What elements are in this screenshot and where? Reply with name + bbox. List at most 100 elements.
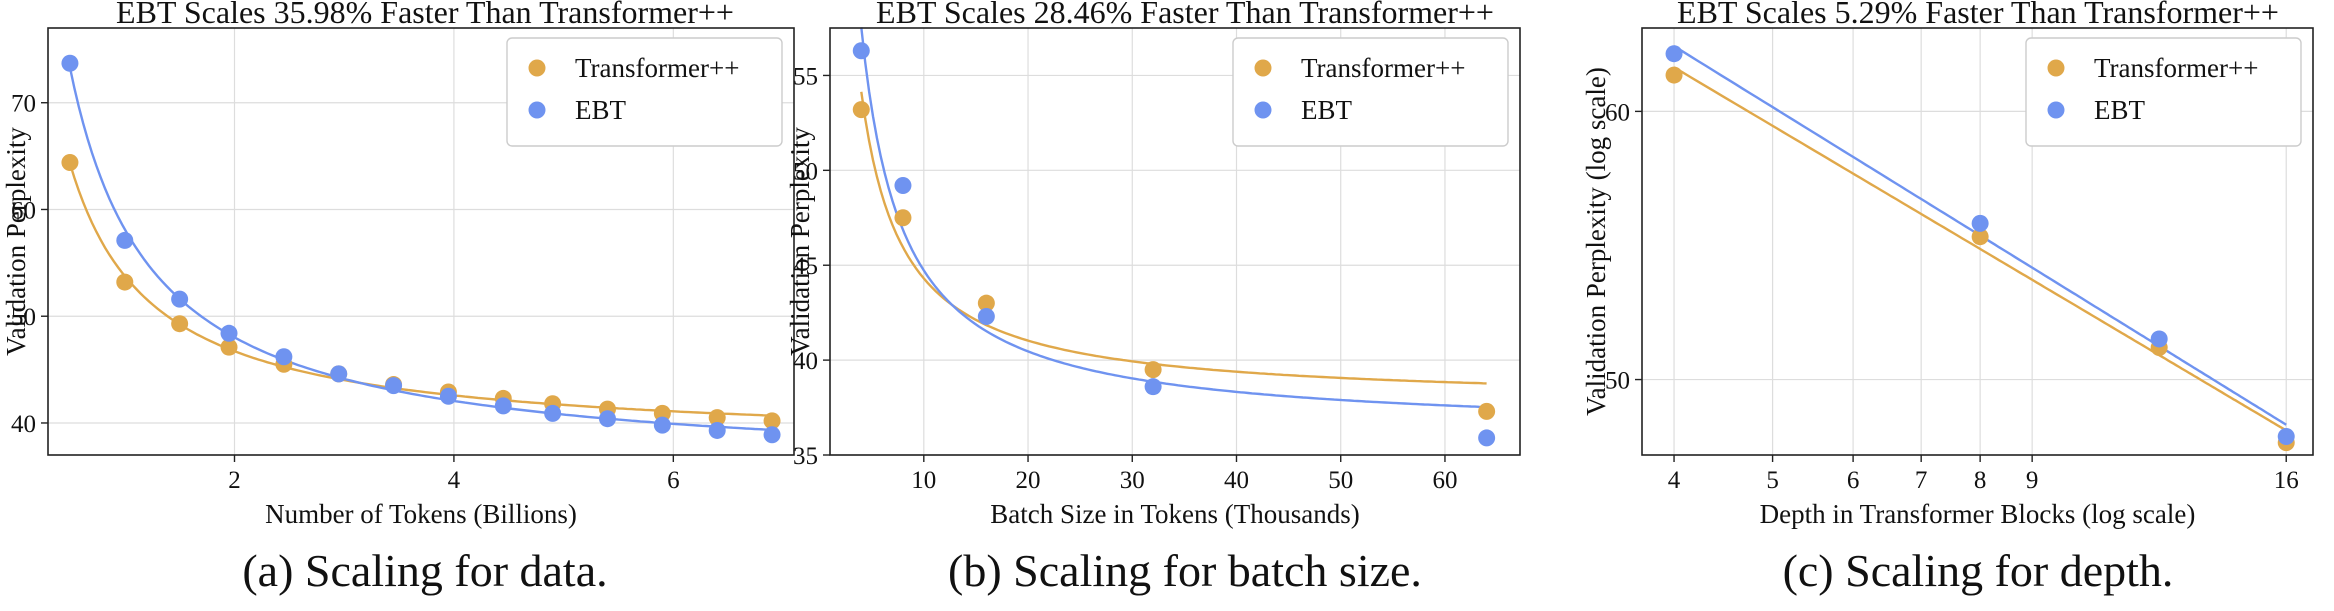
chart-title: EBT Scales 35.98% Faster Than Transforme… (116, 0, 734, 30)
y-tick-label: 50 (11, 304, 36, 331)
data-point-transformer (653, 404, 671, 422)
legend-label-transformer: Transformer++ (1301, 53, 1465, 83)
x-tick-label: 30 (1120, 467, 1145, 494)
legend-label-transformer: Transformer++ (575, 53, 739, 83)
data-point-ebt (2150, 330, 2168, 348)
legend-box (1232, 37, 1509, 147)
legend-box (2025, 37, 2302, 147)
data-point-ebt (763, 426, 781, 444)
data-point-transformer (1144, 361, 1162, 379)
fit-line-transformer (1673, 66, 2287, 432)
data-point-ebt (385, 377, 403, 395)
y-axis-label: Validation Perplexity (log scale) (1581, 67, 1611, 416)
x-tick-label: 50 (1328, 467, 1353, 494)
legend-marker-transformer (528, 59, 546, 77)
chart-panel-2: 10 20 30 40 50 60 35 40 45 50 55 EBT Scales 28.46% … (785, 0, 1521, 596)
x-axis-label: Batch Size in Tokens (Thousands) (990, 499, 1360, 529)
data-point-ebt (894, 177, 912, 195)
x-tick-label: 7 (1915, 467, 1928, 494)
data-point-ebt (439, 387, 457, 405)
x-tick-label: 6 (667, 467, 680, 494)
data-point-ebt (171, 290, 189, 308)
data-point-ebt (330, 365, 348, 383)
y-tick-label: 40 (793, 348, 818, 375)
x-tick-label: 60 (1432, 467, 1457, 494)
x-tick-label: 5 (1766, 467, 1779, 494)
x-tick-label: 2 (228, 467, 241, 494)
legend-box (506, 37, 783, 147)
data-point-transformer (763, 412, 781, 430)
x-tick-label: 4 (1668, 467, 1681, 494)
data-point-ebt (1665, 45, 1683, 63)
data-point-ebt (494, 397, 512, 415)
y-tick-label: 70 (11, 91, 36, 118)
x-tick-label: 40 (1224, 467, 1249, 494)
data-point-transformer (1478, 402, 1496, 420)
data-point-ebt (708, 421, 726, 439)
fit-line-transformer (68, 162, 773, 417)
x-tick-label: 4 (448, 467, 461, 494)
data-point-ebt (1971, 214, 1989, 232)
fit-line-ebt (1673, 45, 2287, 426)
data-point-ebt (1478, 429, 1496, 447)
y-axis-label: Validation Perplexity (785, 127, 815, 356)
x-axis-label: Number of Tokens (Billions) (265, 499, 577, 529)
data-point-ebt (599, 410, 616, 428)
y-tick-label: 55 (793, 63, 818, 90)
fit-line-transformer (860, 91, 1487, 385)
x-tick-label: 10 (911, 467, 936, 494)
y-tick-label: 35 (793, 443, 818, 470)
legend: Transformer++ EBT (506, 37, 783, 147)
y-tick-label: 45 (793, 253, 818, 280)
data-point-ebt (852, 42, 870, 60)
legend-marker-transformer (1254, 59, 1272, 77)
data-point-transformer (171, 315, 189, 333)
legend-marker-ebt (2047, 101, 2065, 119)
legend-marker-transformer (2047, 59, 2065, 77)
y-tick-label: 40 (11, 411, 36, 438)
y-axis-label: Validation Perplexity (1, 127, 31, 356)
y-tick-label: 60 (1605, 99, 1630, 126)
fit-line-ebt (860, 27, 1487, 409)
x-tick-label: 9 (2026, 467, 2039, 494)
legend-label-ebt: EBT (575, 95, 627, 125)
data-point-ebt (116, 231, 134, 249)
data-point-transformer (61, 154, 79, 172)
chart-panel-3: 4 5 6 7 8 9 16 50 60 EBT Scales 5.29% Faster Than… (1581, 0, 2314, 596)
data-point-ebt (220, 324, 238, 342)
data-point-transformer (220, 338, 238, 356)
legend-label-ebt: EBT (2094, 95, 2146, 125)
figure-caption: (c) Scaling for depth. (1783, 545, 2174, 596)
figure-caption: (a) Scaling for data. (242, 545, 607, 596)
x-tick-label: 20 (1016, 467, 1041, 494)
figure-caption: (b) Scaling for batch size. (948, 545, 1422, 596)
y-tick-label: 50 (1605, 368, 1630, 395)
x-tick-label: 8 (1974, 467, 1987, 494)
data-point-ebt (653, 416, 671, 434)
y-tick-label: 60 (11, 197, 36, 224)
data-point-transformer (894, 209, 912, 227)
legend: Transformer++ EBT (2025, 37, 2302, 147)
plot-frame (1641, 27, 2314, 456)
data-point-transformer (1971, 228, 1989, 246)
legend-marker-ebt (528, 101, 546, 119)
data-point-transformer (708, 409, 726, 427)
data-point-transformer (852, 101, 870, 119)
x-tick-label: 6 (1847, 467, 1860, 494)
data-point-ebt (61, 54, 79, 72)
data-point-transformer (116, 273, 134, 291)
data-point-transformer (977, 294, 995, 312)
legend-label-transformer: Transformer++ (2094, 53, 2258, 83)
plot-frame (47, 27, 795, 456)
data-point-transformer (1665, 66, 1683, 84)
data-point-ebt (1144, 378, 1162, 396)
plot-frame (829, 27, 1521, 456)
legend-label-ebt: EBT (1301, 95, 1353, 125)
chart-panel-1: 2 4 6 40 50 60 70 EBT Scales 35.98% Faster Than… (1, 0, 795, 596)
data-point-ebt (544, 404, 562, 422)
x-tick-label: 16 (2274, 467, 2299, 494)
data-point-ebt (2277, 428, 2295, 446)
x-axis-label: Depth in Transformer Blocks (log scale) (1760, 499, 2196, 529)
chart-title: EBT Scales 5.29% Faster Than Transformer… (1677, 0, 2279, 30)
